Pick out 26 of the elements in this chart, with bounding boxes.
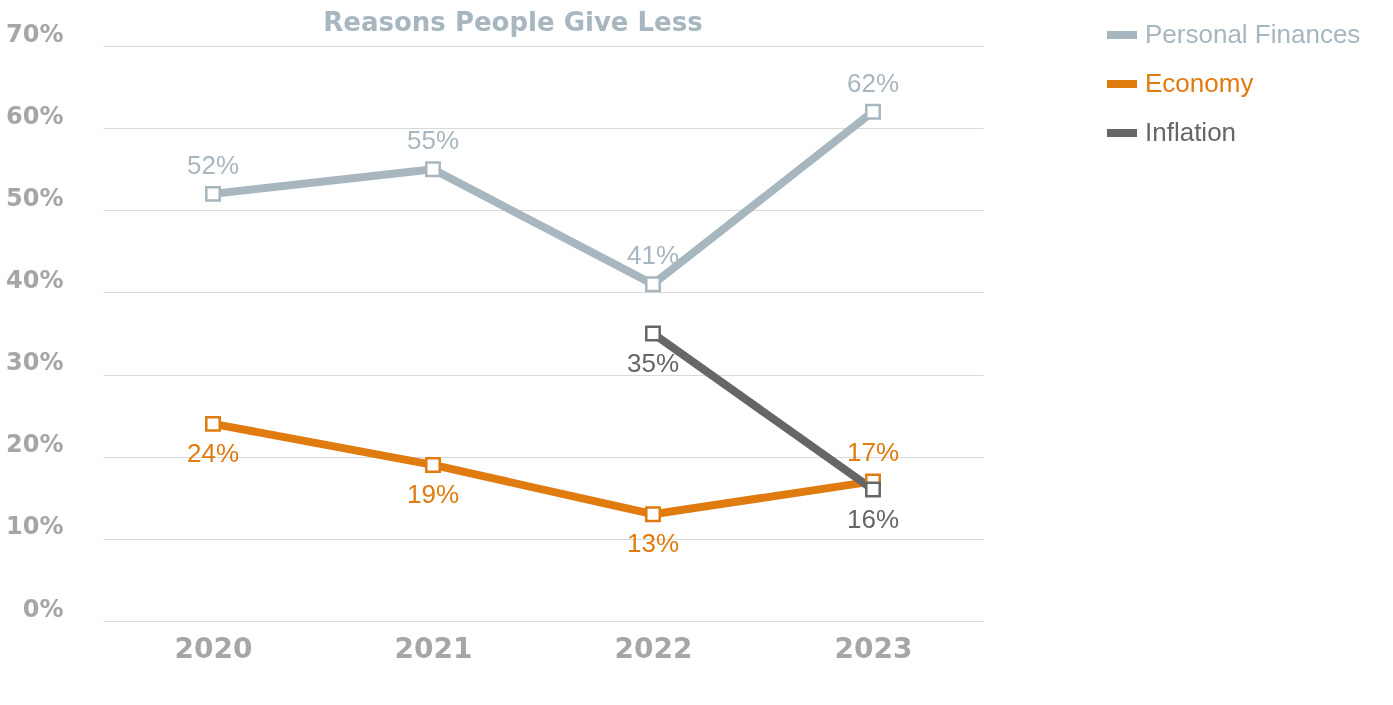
y-tick-label: 20%: [6, 430, 64, 459]
y-tick-label: 30%: [6, 348, 64, 377]
y-tick-label: 40%: [6, 265, 64, 294]
y-tick-label: 10%: [6, 512, 64, 541]
data-label: 41%: [626, 240, 680, 271]
chart-title: Reasons People Give Less: [323, 7, 703, 37]
data-label: 24%: [186, 437, 240, 468]
data-label: 16%: [846, 503, 900, 534]
data-label: 19%: [406, 478, 460, 509]
data-label: 35%: [626, 347, 680, 378]
x-tick-label: 2021: [394, 631, 473, 665]
data-label: 62%: [846, 67, 900, 98]
legend-label: Personal Finances: [1145, 19, 1361, 49]
y-tick-label: 50%: [6, 183, 64, 212]
data-label: 17%: [846, 437, 900, 468]
y-tick-label: 70%: [6, 19, 64, 48]
data-label: 52%: [186, 149, 240, 180]
y-tick-label: 60%: [6, 101, 64, 130]
x-tick-label: 2023: [834, 631, 913, 665]
legend-label: Economy: [1145, 68, 1254, 98]
x-tick-label: 2022: [614, 631, 693, 665]
data-label: 13%: [626, 528, 680, 559]
x-tick-label: 2020: [174, 631, 253, 665]
data-label: 55%: [406, 125, 460, 156]
legend-label: Inflation: [1145, 117, 1237, 147]
y-tick-label: 0%: [22, 594, 64, 623]
